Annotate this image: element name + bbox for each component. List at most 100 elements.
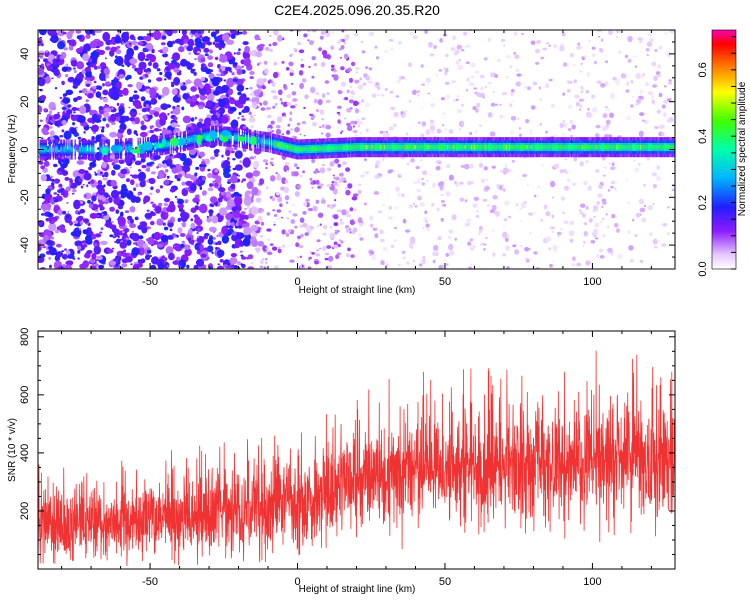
heatmap-cell xyxy=(198,105,204,110)
heatmap-cell xyxy=(150,171,156,175)
heatmap-cell xyxy=(609,145,611,150)
heatmap-cell xyxy=(238,94,247,105)
heatmap-cell xyxy=(436,145,439,150)
heatmap-cell xyxy=(175,79,180,83)
heatmap-cell xyxy=(602,174,606,177)
heatmap-cell xyxy=(527,86,531,91)
heatmap-cell xyxy=(412,35,418,40)
heatmap-cell xyxy=(415,166,420,170)
heatmap-cell xyxy=(164,30,169,34)
heatmap-cell xyxy=(154,144,156,149)
heatmap-cell xyxy=(137,192,141,196)
heatmap-cell xyxy=(404,229,411,233)
heatmap-cell xyxy=(414,145,416,150)
heatmap-cell xyxy=(273,30,279,36)
heatmap-cell xyxy=(242,157,251,168)
heatmap-cell xyxy=(360,40,364,44)
heatmap-cell xyxy=(319,109,325,115)
heatmap-cell xyxy=(184,139,186,144)
heatmap-cell xyxy=(593,205,599,211)
heatmap-cell xyxy=(115,238,121,244)
heatmap-cell xyxy=(64,132,72,140)
heatmap-cell xyxy=(220,65,226,72)
heatmap-cell xyxy=(241,65,244,68)
heatmap-cell xyxy=(439,185,444,191)
heatmap-cell xyxy=(470,145,473,150)
heatmap-cell xyxy=(394,206,400,210)
heatmap-cell xyxy=(649,232,653,237)
heatmap-cell xyxy=(393,145,395,150)
heatmap-cell xyxy=(171,180,174,183)
heatmap-cell xyxy=(206,41,212,46)
heatmap-cell xyxy=(256,47,259,50)
heatmap-cell xyxy=(262,139,264,144)
heatmap-cell xyxy=(276,142,279,147)
heatmap-cell xyxy=(166,264,169,268)
heatmap-cell xyxy=(348,228,352,231)
heatmap-cell xyxy=(301,264,304,268)
heatmap-cell xyxy=(229,225,234,229)
heatmap-cell xyxy=(337,163,341,168)
heatmap-cell xyxy=(38,67,44,75)
heatmap-cell xyxy=(187,38,195,48)
heatmap-cell xyxy=(604,145,606,150)
heatmap-cell xyxy=(308,65,311,69)
heatmap-cell xyxy=(526,145,528,150)
heatmap-cell xyxy=(162,46,169,53)
heatmap-cell xyxy=(121,183,127,191)
heatmap-cell xyxy=(283,144,285,149)
heatmap-cell xyxy=(119,241,128,249)
heatmap-cell xyxy=(398,145,400,150)
heatmap-cell xyxy=(378,145,380,150)
heatmap-cell xyxy=(239,250,243,253)
heatmap-cell xyxy=(585,206,589,210)
heatmap-cell xyxy=(265,139,267,145)
heatmap-cell xyxy=(235,164,243,171)
heatmap-cell xyxy=(643,185,646,188)
heatmap-cell xyxy=(392,123,397,128)
heatmap-cell xyxy=(585,145,587,150)
heatmap-cell xyxy=(225,66,232,72)
heatmap-cell xyxy=(237,91,242,96)
heatmap-cell xyxy=(164,179,170,185)
heatmap-cell xyxy=(440,199,445,204)
heatmap-cell xyxy=(43,147,45,152)
heatmap-cell xyxy=(453,50,458,56)
heatmap-cell xyxy=(427,41,433,48)
heatmap-cell xyxy=(140,120,145,126)
heatmap-cell xyxy=(288,210,292,214)
heatmap-cell xyxy=(346,145,348,150)
heatmap-cell xyxy=(478,225,483,231)
heatmap-cell xyxy=(259,43,265,48)
heatmap-cell xyxy=(487,37,491,42)
heatmap-cell xyxy=(177,125,181,127)
heatmap-cell xyxy=(422,145,424,150)
heatmap-cell xyxy=(332,188,338,195)
heatmap-cell xyxy=(336,111,341,115)
heatmap-cell xyxy=(550,104,555,108)
heatmap-cell xyxy=(369,145,371,150)
heatmap-cell xyxy=(582,145,584,150)
heatmap-cell xyxy=(206,114,212,118)
heatmap-cell xyxy=(307,207,314,212)
heatmap-cell xyxy=(173,116,178,120)
heatmap-cell xyxy=(559,122,564,129)
heatmap-cell xyxy=(77,250,81,254)
heatmap-cell xyxy=(545,236,551,243)
heatmap-cell xyxy=(424,210,428,214)
heatmap-cell xyxy=(210,31,217,38)
heatmap-cell xyxy=(239,160,243,164)
heatmap-cell xyxy=(240,211,246,216)
heatmap-cell xyxy=(111,86,115,90)
heatmap-cell xyxy=(93,245,102,255)
heatmap-cell xyxy=(279,98,283,101)
heatmap-cell xyxy=(90,265,97,269)
heatmap-cell xyxy=(276,174,282,181)
heatmap-cell xyxy=(144,254,151,261)
heatmap-cell xyxy=(79,220,83,225)
heatmap-cell xyxy=(460,164,465,168)
heatmap-cell xyxy=(226,77,235,88)
heatmap-cell xyxy=(212,237,216,240)
heatmap-cell xyxy=(338,48,343,51)
heatmap-cell xyxy=(575,145,577,150)
